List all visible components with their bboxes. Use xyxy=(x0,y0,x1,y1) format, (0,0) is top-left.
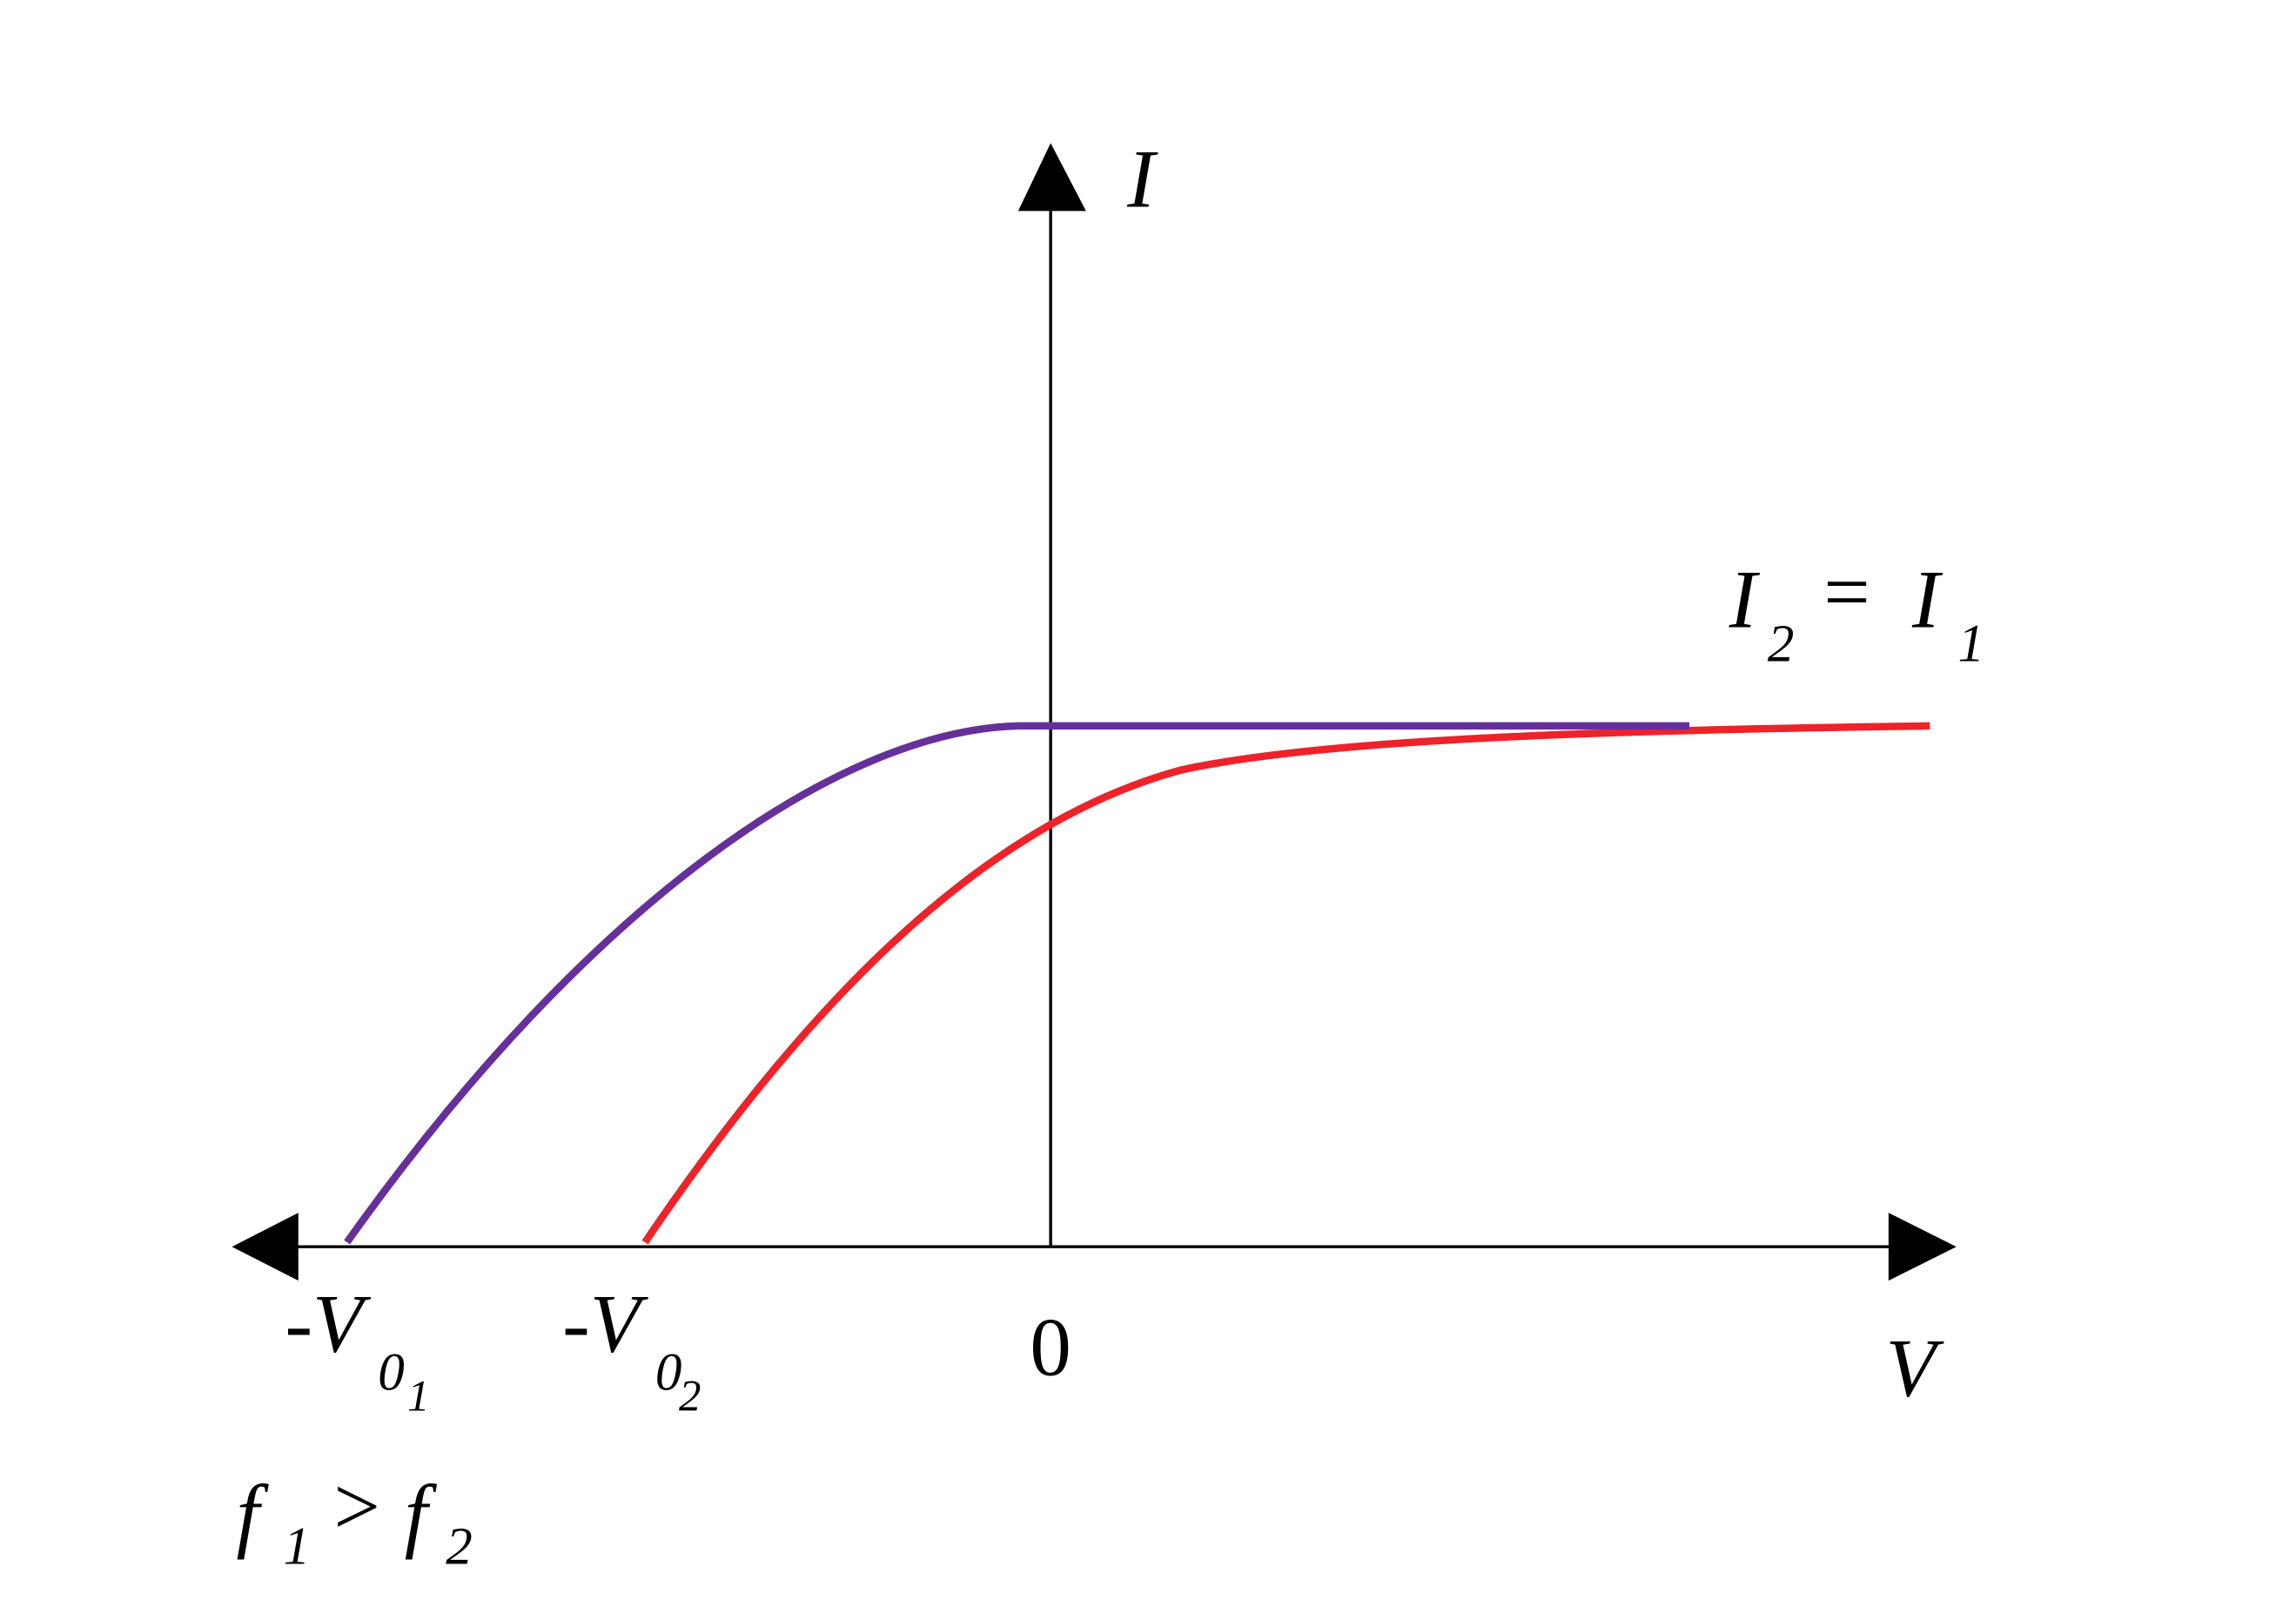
saturation-rhs: I xyxy=(1911,553,1944,645)
curve-f2 xyxy=(641,722,1930,1245)
frequency-rhs-index: 2 xyxy=(446,1518,473,1576)
y-axis-label: I xyxy=(1126,132,1158,225)
x-axis-label: V xyxy=(1885,1321,1944,1414)
saturation-rhs-index: 1 xyxy=(1958,615,1985,673)
stopping-potential-prefix: -V xyxy=(562,1278,649,1370)
stopping-potential-sub: 0 xyxy=(655,1344,682,1402)
stopping-potential-index: 2 xyxy=(679,1371,701,1420)
curve-f1 xyxy=(344,722,1690,1245)
origin-label: 0 xyxy=(1030,1301,1071,1394)
saturation-relation: = xyxy=(1823,546,1870,638)
frequency-relation: > xyxy=(333,1461,380,1553)
stopping-potential-index: 1 xyxy=(407,1371,429,1420)
stopping-potential-sub: 0 xyxy=(378,1344,405,1402)
saturation-lhs: I xyxy=(1729,553,1761,645)
stopping-potential-prefix: -V xyxy=(285,1278,372,1370)
y-axis-arrow xyxy=(1017,143,1086,212)
frequency-lhs-index: 1 xyxy=(284,1518,311,1576)
saturation-lhs-index: 2 xyxy=(1768,615,1795,673)
x-axis-left-arrow xyxy=(232,1213,299,1281)
x-axis-right-arrow xyxy=(1888,1213,1957,1281)
